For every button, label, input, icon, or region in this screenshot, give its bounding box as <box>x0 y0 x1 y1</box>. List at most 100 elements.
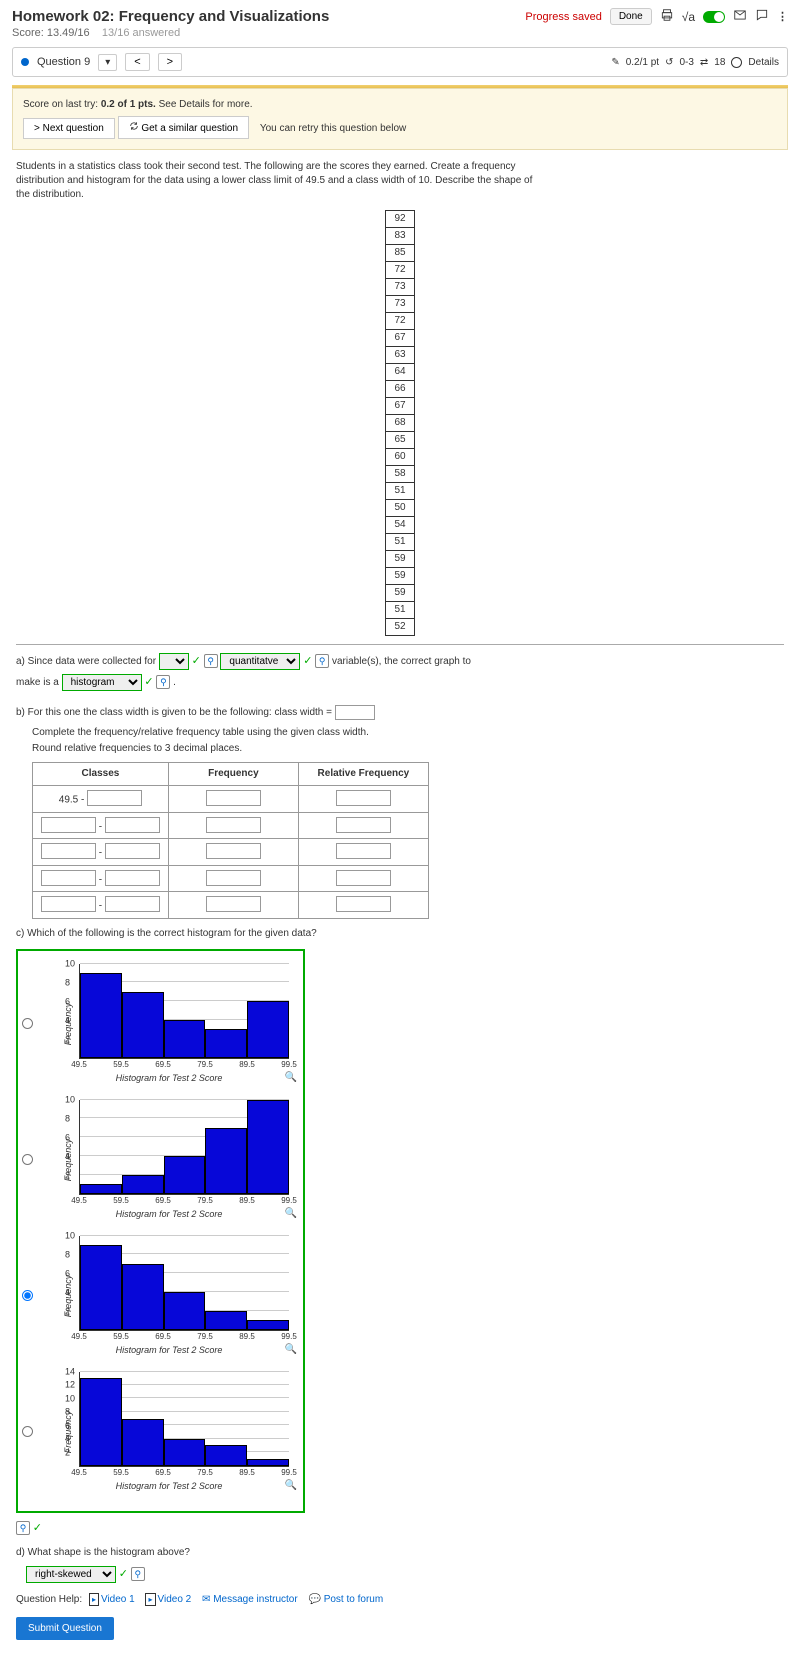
data-table: 9283857273737267636466676865605851505451… <box>385 210 414 636</box>
relfreq-input[interactable] <box>336 843 391 859</box>
data-cell: 92 <box>386 211 414 228</box>
retry-text: You can retry this question below <box>260 123 406 134</box>
class-low-input[interactable] <box>41 896 96 912</box>
vartype-select[interactable]: quantitatve <box>220 653 300 670</box>
next-question-button[interactable]: > Next question <box>23 118 115 139</box>
retry-icon[interactable]: ⚲ <box>156 675 170 689</box>
more-icon[interactable]: ⋮ <box>777 10 788 23</box>
count-select[interactable]: 1 <box>159 653 189 670</box>
freq-input[interactable] <box>206 817 261 833</box>
print-icon[interactable] <box>660 8 674 25</box>
histogram-radio[interactable] <box>22 1154 33 1165</box>
score: Score: 13.49/16 <box>12 27 90 39</box>
done-button[interactable]: Done <box>610 8 652 25</box>
retry-icon[interactable]: ⚲ <box>204 654 218 668</box>
video1-link[interactable]: ▸Video 1 <box>89 1594 135 1605</box>
data-cell: 83 <box>386 228 414 245</box>
freq-input[interactable] <box>206 790 261 806</box>
class-upper-input[interactable] <box>105 870 160 886</box>
data-cell: 54 <box>386 517 414 534</box>
mail-icon[interactable] <box>733 8 747 25</box>
question-prompt: Students in a statistics class took thei… <box>16 160 536 202</box>
relfreq-input[interactable] <box>336 870 391 886</box>
first-lower: 49.5 <box>59 795 78 806</box>
histogram-radio[interactable] <box>22 1018 33 1029</box>
answered-count: 13/16 answered <box>102 27 180 39</box>
last-try-score: 0.2 of 1 pts. <box>101 99 156 110</box>
part-b-line2: Complete the frequency/relative frequenc… <box>32 726 784 740</box>
attempts-icon: ⇄ <box>700 57 708 68</box>
freq-input[interactable] <box>206 896 261 912</box>
next-button[interactable]: > <box>158 53 182 71</box>
retry-icon[interactable]: ⚲ <box>16 1521 30 1535</box>
edit-icon[interactable]: ✎ <box>611 57 619 68</box>
check-icon: ✓ <box>119 1568 128 1580</box>
toggle[interactable] <box>703 11 725 23</box>
class-upper-input[interactable] <box>105 843 160 859</box>
data-cell: 59 <box>386 568 414 585</box>
data-cell: 52 <box>386 619 414 636</box>
zoom-icon[interactable]: 🔍 <box>285 1207 297 1221</box>
part-b-line3: Round relative frequencies to 3 decimal … <box>32 742 784 756</box>
histogram-chart: 2468101214Frequency49.559.569.579.589.59… <box>39 1367 299 1497</box>
data-cell: 66 <box>386 381 414 398</box>
class-upper-input[interactable] <box>105 817 160 833</box>
prev-button[interactable]: < <box>125 53 149 71</box>
freq-input[interactable] <box>206 843 261 859</box>
similar-question-button[interactable]: Get a similar question <box>118 116 250 139</box>
class-upper-input[interactable] <box>105 896 160 912</box>
graph-select[interactable]: histogram <box>62 674 142 691</box>
relfreq-input[interactable] <box>336 896 391 912</box>
col-freq: Frequency <box>168 763 298 786</box>
class-low-input[interactable] <box>41 817 96 833</box>
part-d: d) What shape is the histogram above? <box>16 1546 784 1560</box>
histogram-radio[interactable] <box>22 1426 33 1437</box>
retry-icon[interactable]: ⚲ <box>315 654 329 668</box>
help-links: Question Help: ▸Video 1 ▸Video 2 ✉ Messa… <box>16 1593 784 1607</box>
histogram-radio[interactable] <box>22 1290 33 1301</box>
class-low-input[interactable] <box>41 870 96 886</box>
details-link[interactable]: Details <box>748 57 779 68</box>
part-a-lead: a) Since data were collected for <box>16 656 156 667</box>
submit-button[interactable]: Submit Question <box>16 1617 114 1640</box>
col-classes: Classes <box>33 763 169 786</box>
data-cell: 72 <box>386 313 414 330</box>
zoom-icon[interactable]: 🔍 <box>285 1343 297 1357</box>
class-low-input[interactable] <box>41 843 96 859</box>
question-dropdown[interactable]: ▾ <box>98 54 117 71</box>
class-upper-input[interactable] <box>87 790 142 806</box>
data-cell: 73 <box>386 296 414 313</box>
zoom-icon[interactable]: 🔍 <box>285 1071 297 1085</box>
formula-icon[interactable]: √a <box>682 10 695 24</box>
question-bar: Question 9 ▾ < > ✎ 0.2/1 pt ↺ 0-3 ⇄ 18 D… <box>12 47 788 77</box>
zoom-icon[interactable]: 🔍 <box>285 1479 297 1493</box>
data-cell: 85 <box>386 245 414 262</box>
data-cell: 51 <box>386 483 414 500</box>
video2-link[interactable]: ▸Video 2 <box>145 1594 191 1605</box>
part-c: c) Which of the following is the correct… <box>16 927 784 941</box>
part-a-mid: variable(s), the correct graph to <box>332 656 471 667</box>
data-cell: 68 <box>386 415 414 432</box>
points: 0.2/1 pt <box>626 57 659 68</box>
last-try-label: Score on last try: <box>23 99 101 110</box>
data-cell: 73 <box>386 279 414 296</box>
page-title: Homework 02: Frequency and Visualization… <box>12 8 329 25</box>
retry-icon[interactable]: ⚲ <box>131 1567 145 1581</box>
data-cell: 51 <box>386 534 414 551</box>
shape-select[interactable]: right-skewed <box>26 1566 116 1583</box>
data-cell: 51 <box>386 602 414 619</box>
freq-input[interactable] <box>206 870 261 886</box>
relfreq-input[interactable] <box>336 817 391 833</box>
data-cell: 67 <box>386 330 414 347</box>
check-icon: ✓ <box>144 676 153 688</box>
class-width-input[interactable] <box>335 705 375 720</box>
forum-link[interactable]: 💬 Post to forum <box>308 1594 383 1605</box>
histogram-chart: 246810Frequency49.559.569.579.589.599.5H… <box>39 959 299 1089</box>
data-cell: 64 <box>386 364 414 381</box>
chat-icon[interactable] <box>755 8 769 25</box>
feedback-box: Score on last try: 0.2 of 1 pts. See Det… <box>12 88 788 150</box>
message-link[interactable]: ✉ Message instructor <box>202 1594 298 1605</box>
make-is: make is a <box>16 677 59 688</box>
relfreq-input[interactable] <box>336 790 391 806</box>
data-cell: 60 <box>386 449 414 466</box>
